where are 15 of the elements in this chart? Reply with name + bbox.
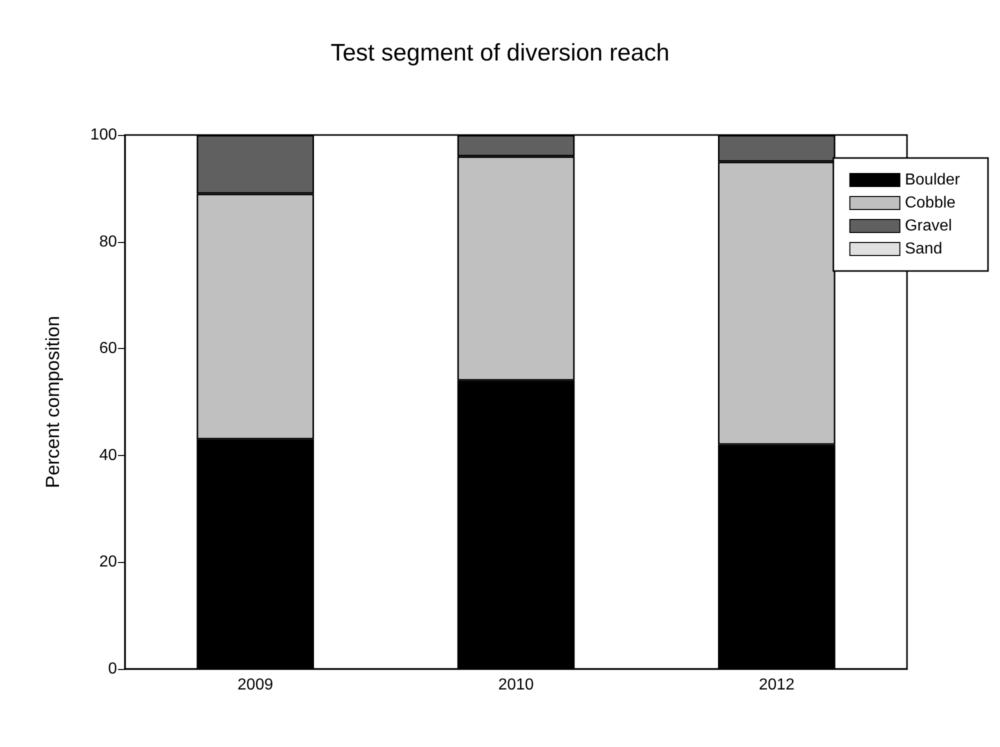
x-tick-label: 2010 (498, 676, 534, 694)
y-tick-label: 100 (90, 126, 118, 144)
legend-label: Cobble (904, 194, 956, 212)
y-tick-label: 80 (99, 233, 118, 250)
y-axis-title: Percent composition (43, 316, 64, 488)
y-tick-label: 60 (99, 340, 118, 358)
legend-label: Sand (904, 240, 942, 258)
legend-label: Boulder (904, 172, 961, 188)
x-tick-label: 2012 (758, 676, 795, 694)
chart-title: Test segment of diversion reach (330, 40, 670, 66)
y-tick-label: 0 (108, 660, 118, 678)
x-tick-label: 2009 (238, 676, 274, 694)
legend-label: Gravel (904, 218, 952, 234)
y-tick-label: 20 (99, 554, 118, 571)
y-tick-label: 40 (99, 446, 118, 464)
